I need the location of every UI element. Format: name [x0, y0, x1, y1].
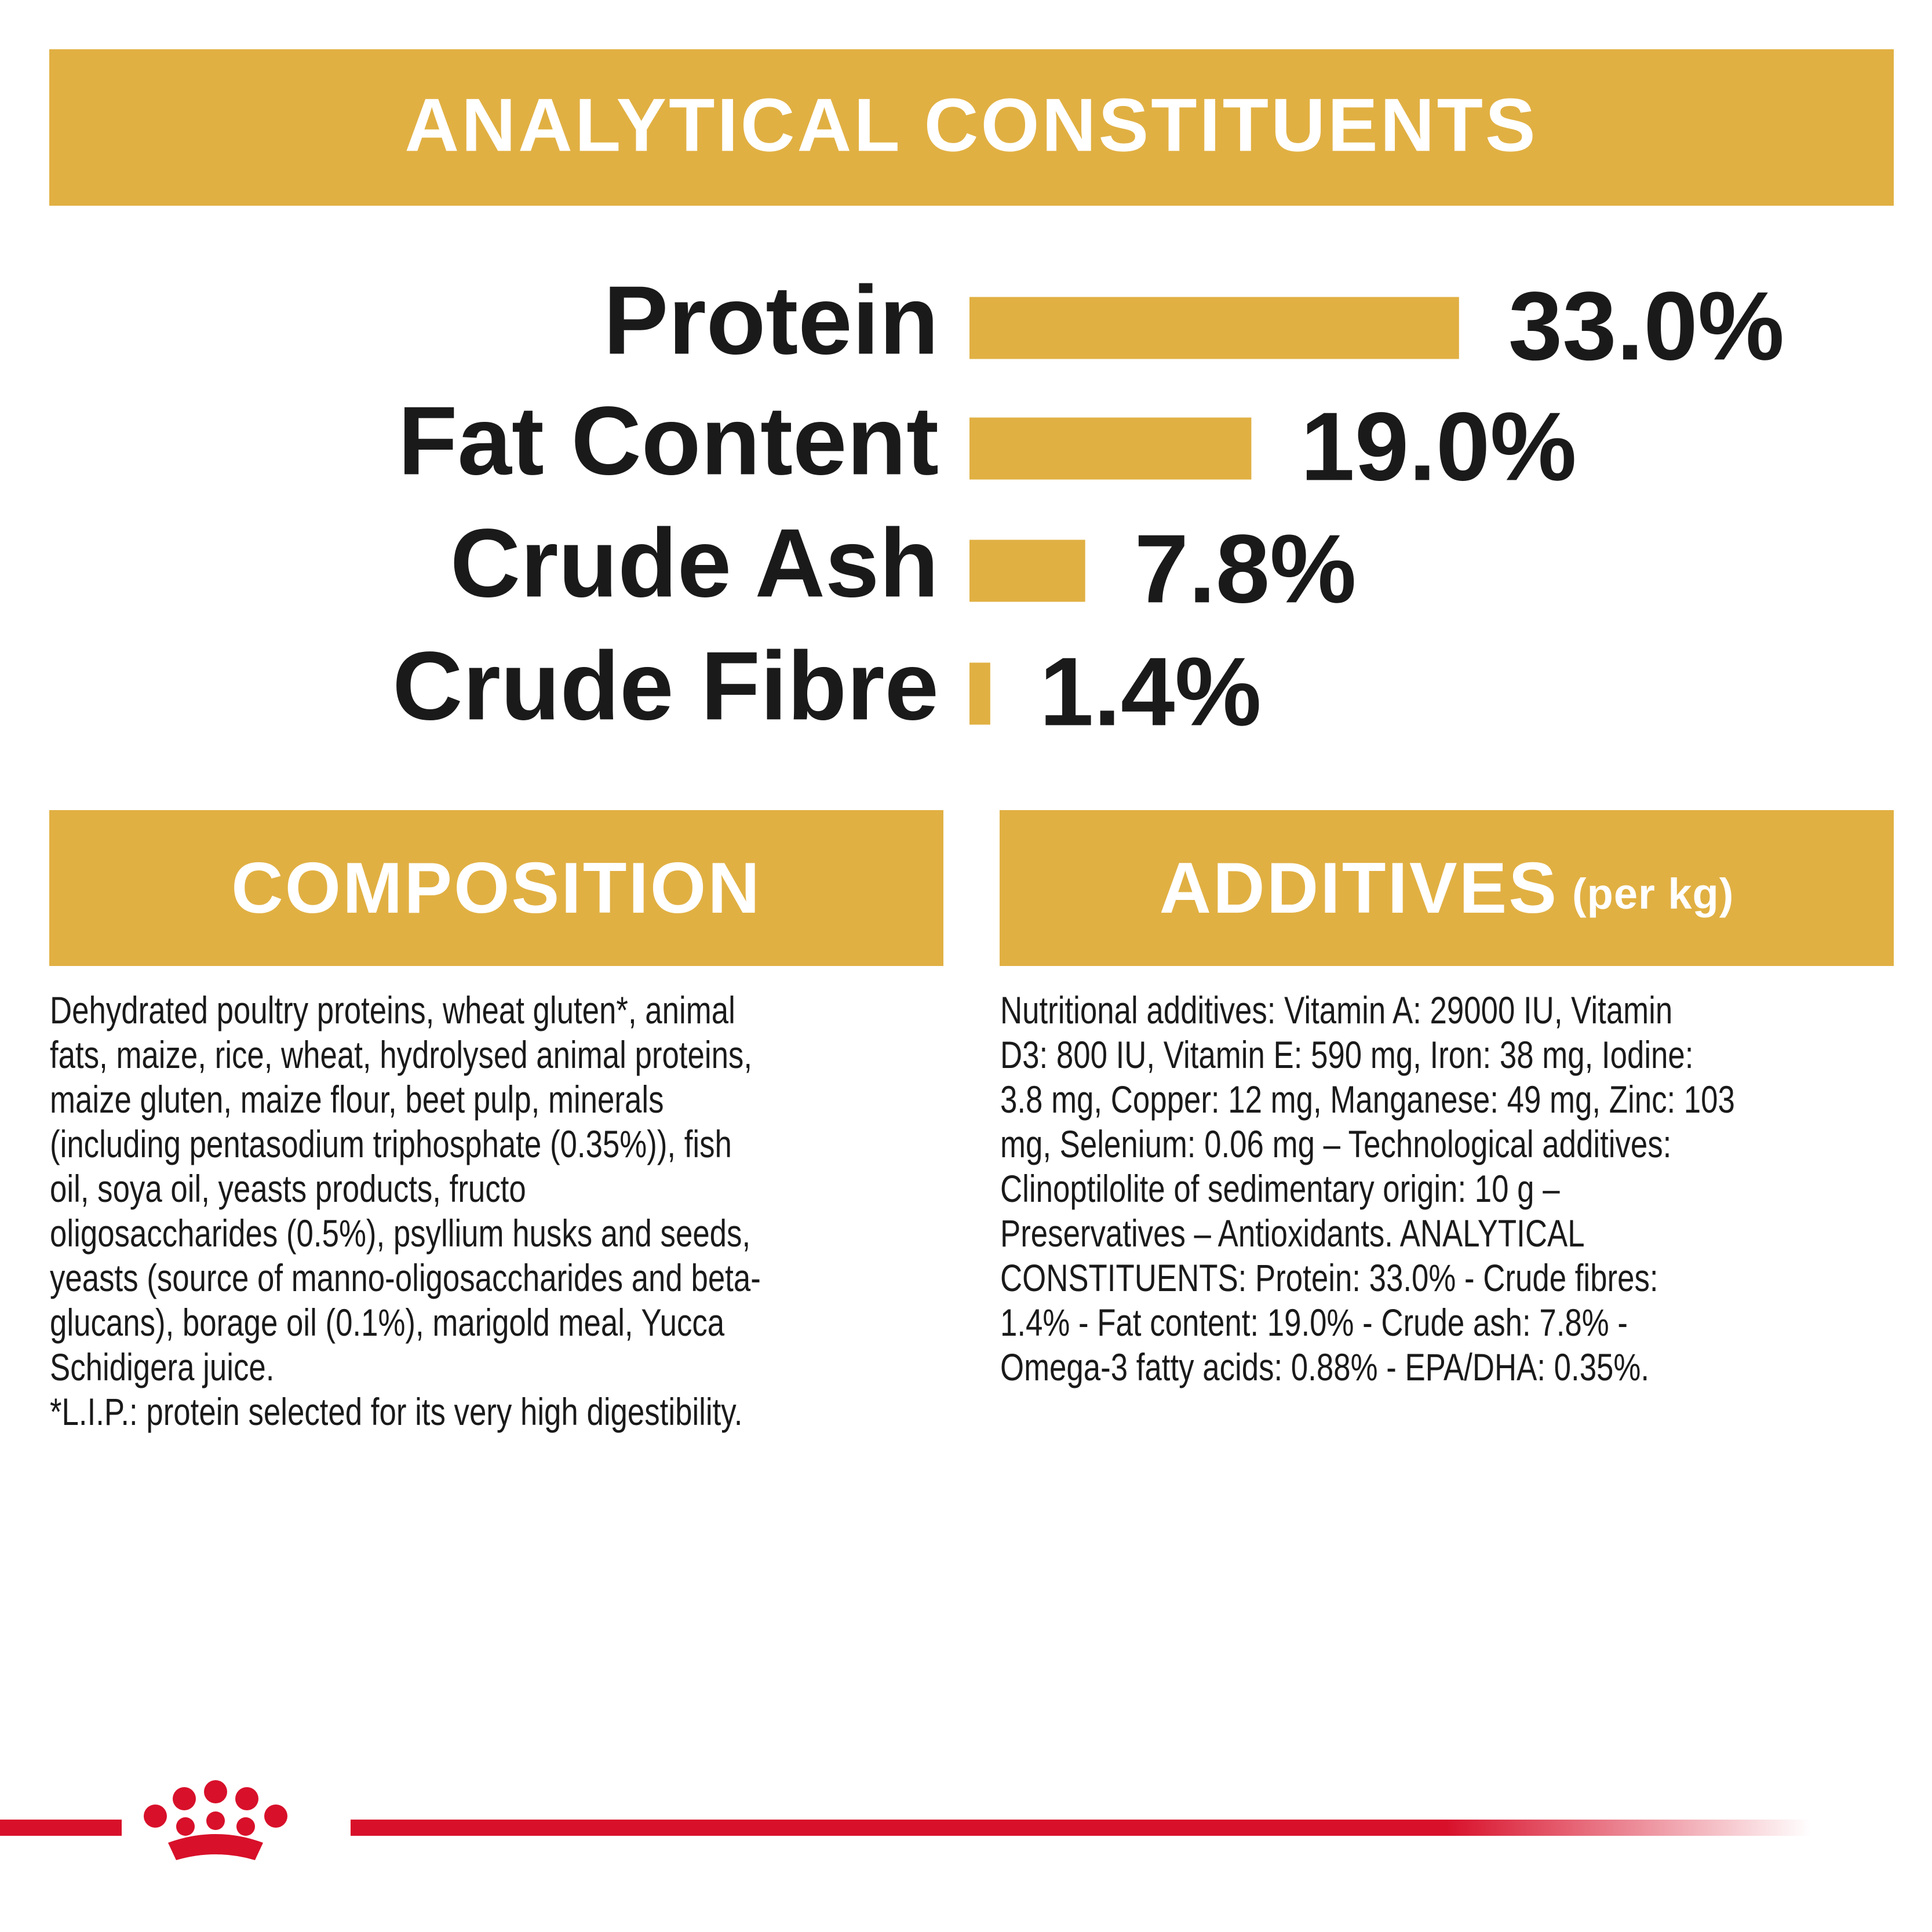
text-line: Clinoptilolite of sedimentary origin: 10… — [1000, 1167, 1560, 1210]
category-label: Crude Fibre — [392, 631, 939, 740]
text-line: Omega-3 fatty acids: 0.88% - EPA/DHA: 0.… — [1000, 1346, 1650, 1388]
text-line: (including pentasodium triphosphate (0.3… — [50, 1122, 732, 1165]
category-label: Crude Ash — [450, 508, 939, 617]
text-line: *L.I.P.: protein selected for its very h… — [50, 1390, 743, 1433]
additives-title: ADDITIVES — [1159, 848, 1559, 928]
value-label: 19.0% — [1300, 392, 1576, 501]
composition-text: Dehydrated poultry proteins, wheat glute… — [50, 988, 939, 1434]
text-line: maize gluten, maize flour, beet pulp, mi… — [50, 1078, 664, 1121]
text-line: CONSTITUENTS: Protein: 33.0% - Crude fib… — [1000, 1256, 1658, 1299]
text-line: yeasts (source of manno-oligosaccharides… — [50, 1256, 761, 1299]
chart-title: ANALYTICAL CONSTITUENTS — [404, 82, 1537, 167]
bar — [969, 297, 1459, 359]
bar — [969, 662, 990, 725]
text-line: oligosaccharides (0.5%), psyllium husks … — [50, 1212, 751, 1255]
value-label: 1.4% — [1040, 637, 1262, 746]
bar — [969, 417, 1252, 480]
text-line: D3: 800 IU, Vitamin E: 590 mg, Iron: 38 … — [1000, 1033, 1694, 1076]
additives-header: ADDITIVES (per kg) — [1000, 810, 1894, 966]
additives-subtitle: (per kg) — [1572, 870, 1734, 918]
text-line: 1.4% - Fat content: 19.0% - Crude ash: 7… — [1000, 1301, 1628, 1344]
footer-line — [0, 1780, 1811, 1860]
category-label: Fat Content — [398, 386, 939, 495]
text-line: mg, Selenium: 0.06 mg – Technological ad… — [1000, 1122, 1672, 1165]
logo — [144, 1780, 287, 1860]
text-line: fats, maize, rice, wheat, hydrolysed ani… — [50, 1033, 753, 1076]
text-line: oil, soya oil, yeasts products, fructo — [50, 1167, 526, 1210]
text-line: Schidigera juice. — [50, 1346, 275, 1388]
category-label: Protein — [603, 265, 939, 374]
additives-text: Nutritional additives: Vitamin A: 29000 … — [1000, 988, 1919, 1390]
value-label: 33.0% — [1508, 271, 1784, 380]
bar — [969, 539, 1085, 602]
text-line: Nutritional additives: Vitamin A: 29000 … — [1000, 989, 1673, 1031]
text-line: 3.8 mg, Copper: 12 mg, Manganese: 49 mg,… — [1000, 1078, 1735, 1121]
value-label: 7.8% — [1135, 514, 1357, 623]
text-line: Dehydrated poultry proteins, wheat glute… — [50, 989, 735, 1031]
text-line: Preservatives – Antioxidants. ANALYTICAL — [1000, 1212, 1585, 1255]
title-band — [49, 49, 1894, 206]
composition-header: COMPOSITION — [49, 810, 943, 966]
text-line: glucans), borage oil (0.1%), marigold me… — [50, 1301, 725, 1344]
composition-title: COMPOSITION — [231, 848, 761, 928]
